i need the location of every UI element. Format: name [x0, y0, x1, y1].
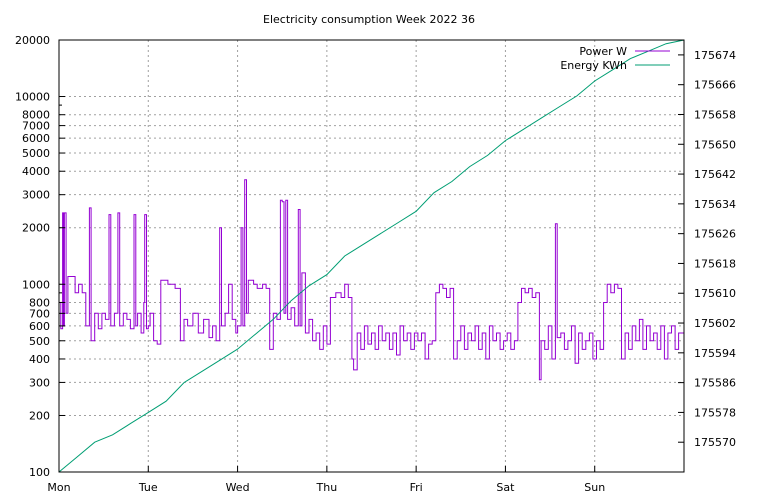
y-right-tick-label: 175674 — [694, 49, 736, 62]
legend-label: Power W — [579, 45, 627, 58]
y-right-tick-label: 175650 — [694, 138, 736, 151]
y-left-tick-label: 8000 — [22, 109, 50, 122]
y-left-tick-label: 200 — [29, 409, 50, 422]
y-right-tick-label: 175602 — [694, 317, 736, 330]
y-left-tick-label: 800 — [29, 296, 50, 309]
x-tick-label: Fri — [410, 481, 423, 494]
y-left-tick-label: 10000 — [15, 91, 50, 104]
y-right-tick-label: 175570 — [694, 436, 736, 449]
y-right-tick-label: 175626 — [694, 228, 736, 241]
y-right-tick-label: 175618 — [694, 257, 736, 270]
y-left-tick-label: 600 — [29, 320, 50, 333]
y-right-tick-label: 175586 — [694, 377, 736, 390]
y-left-tick-label: 4000 — [22, 165, 50, 178]
grid-layer — [59, 40, 684, 472]
y-left-tick-label: 300 — [29, 376, 50, 389]
y-left-tick-label: 1000 — [22, 278, 50, 291]
plot-frame — [58, 39, 685, 473]
y-left-tick-label: 100 — [29, 466, 50, 479]
y-left-tick-label: 2000 — [22, 222, 50, 235]
y-left-tick-label: 500 — [29, 335, 50, 348]
y-left-tick-label: 3000 — [22, 189, 50, 202]
series-line-power-w — [59, 179, 685, 381]
y-left-tick-label: 5000 — [22, 147, 50, 160]
y-left-tick-label: 400 — [29, 353, 50, 366]
y-right-tick-label: 175658 — [694, 108, 736, 121]
x-tick-label: Thu — [316, 481, 338, 494]
series-line-energy-kwh — [58, 39, 685, 473]
chart-title: Electricity consumption Week 2022 36 — [263, 13, 475, 26]
y-left-tick-label: 20000 — [15, 34, 50, 47]
y-right-tick-label: 175642 — [694, 168, 736, 181]
x-tick-label: Mon — [47, 481, 70, 494]
y-right-tick-label: 175594 — [694, 347, 736, 360]
x-tick-label: Sun — [584, 481, 605, 494]
series-layer — [58, 39, 685, 473]
y-left-tick-label: 700 — [29, 307, 50, 320]
x-tick-label: Sat — [496, 481, 515, 494]
x-tick-label: Wed — [226, 481, 250, 494]
y-right-tick-label: 175610 — [694, 287, 736, 300]
y-left-tick-label: 7000 — [22, 120, 50, 133]
y-right-tick-label: 175634 — [694, 198, 736, 211]
x-tick-label: Tue — [138, 481, 158, 494]
y-right-tick-label: 175666 — [694, 79, 736, 92]
legend-label: Energy KWh — [560, 59, 627, 72]
y-left-tick-label: 6000 — [22, 132, 50, 145]
y-right-tick-label: 175578 — [694, 406, 736, 419]
